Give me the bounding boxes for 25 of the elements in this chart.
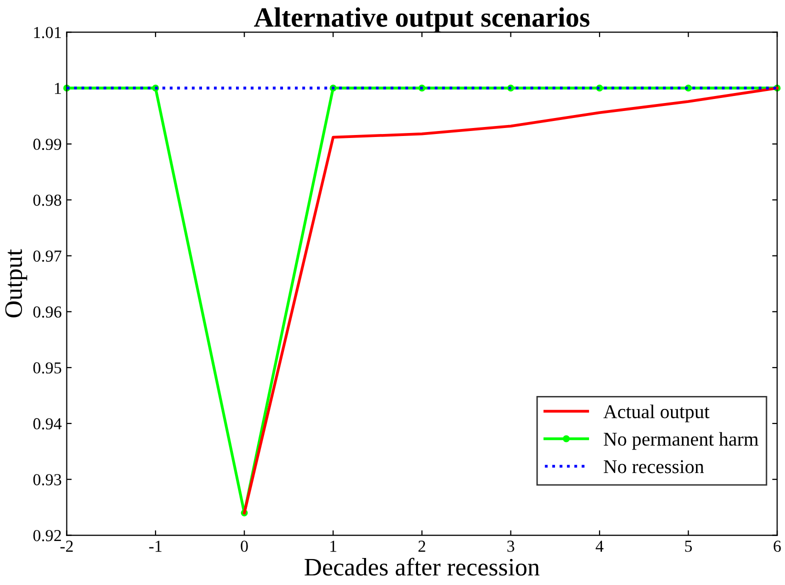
x-tick-label: 2 [418,540,426,552]
x-tick-label: 6 [774,540,781,552]
x-tick-label: 5 [685,540,692,552]
y-tick-label: 0.92 [33,530,61,542]
y-tick-label: 0.98 [33,194,62,206]
legend-label: No recession [604,460,704,474]
y-tick-label: 1 [54,82,61,94]
y-tick-label: 1.01 [34,26,61,38]
y-tick-label: 0.97 [33,250,62,262]
legend-label: Actual output [603,404,710,422]
x-tick-label: 0 [240,540,248,552]
legend-label: No permanent harm [604,432,758,450]
y-tick-label: 0.99 [33,138,62,150]
x-tick-label: 3 [507,540,514,552]
x-tick-label: -2 [60,540,73,552]
x-tick-label: 4 [596,540,604,552]
y-tick-label: 0.94 [33,418,62,430]
x-tick-label: -1 [149,540,162,552]
x-axis-title: Decades after recession [304,558,540,576]
y-tick-label: 0.93 [33,474,62,486]
chart-title: Alternative output scenarios [254,7,590,33]
x-tick-label: 1 [330,540,336,552]
y-tick-label: 0.95 [33,362,62,374]
y-axis-title: Output [5,249,28,318]
y-tick-label: 0.96 [33,306,62,318]
